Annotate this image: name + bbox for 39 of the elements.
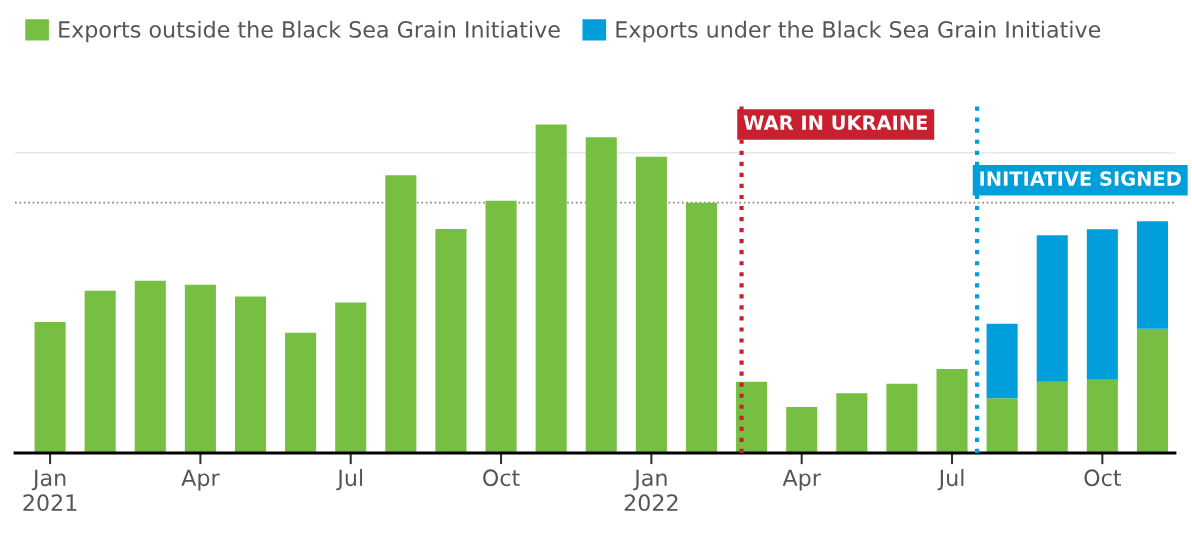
bar — [1086, 229, 1118, 380]
annotation: WAR IN UKRAINE — [743, 115, 927, 131]
bar — [485, 200, 517, 453]
bar — [685, 202, 718, 453]
x-tick-label: Apr — [181, 469, 220, 491]
bar — [635, 156, 667, 453]
x-tick-label: Jul — [937, 468, 964, 491]
bar — [535, 124, 567, 453]
bar — [385, 175, 417, 453]
bar — [1036, 235, 1068, 382]
bar — [1086, 379, 1118, 453]
bar — [786, 407, 818, 453]
bar — [184, 284, 216, 453]
bar — [886, 383, 918, 453]
annotation: INITIATIVE SIGNED — [980, 171, 1181, 186]
bar — [736, 381, 768, 453]
bar — [335, 302, 367, 453]
bar — [1036, 381, 1068, 453]
x-tick-label: Jan 2021 — [23, 469, 77, 512]
x-tick-label: Oct — [1084, 469, 1122, 487]
bar — [936, 368, 968, 453]
bar — [986, 398, 1018, 453]
bar — [435, 228, 467, 453]
x-tick-label: Oct — [483, 469, 520, 487]
legend-label: Exports outside the Black Sea Grain Initiative — [59, 20, 560, 43]
x-tick-label: Jan 2022 — [624, 469, 678, 512]
bar — [1136, 221, 1168, 329]
bar — [585, 137, 617, 453]
x-tick-label: Apr — [782, 469, 821, 491]
bar — [986, 323, 1018, 399]
bar — [285, 332, 317, 453]
bar — [1136, 328, 1168, 453]
bar — [234, 296, 267, 453]
x-tick-label: Jul — [336, 468, 363, 491]
bar — [134, 280, 166, 453]
bar — [34, 321, 66, 453]
bar — [84, 290, 116, 453]
bar — [836, 393, 868, 453]
legend-label: Exports under the Black Sea Grain Initiative — [616, 20, 1101, 43]
